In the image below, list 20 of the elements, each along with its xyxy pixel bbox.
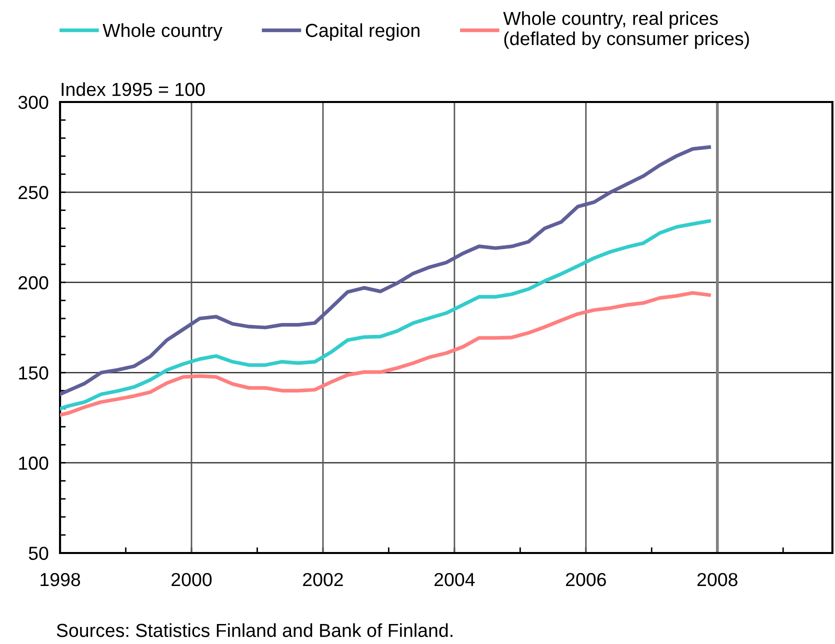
x-tick-label: 2006 (566, 572, 606, 586)
line-series (60, 219, 711, 410)
x-tick-label: 1998 (40, 572, 80, 586)
y-tick-label: 50 (28, 546, 48, 560)
line-series (60, 145, 711, 396)
y-tick-label: 200 (18, 276, 48, 290)
y-tick-label: 250 (18, 186, 48, 200)
legend-label: Whole country (102, 23, 222, 41)
y-axis-title: Index 1995 = 100 (62, 82, 205, 96)
line-series (60, 291, 711, 417)
legend-label: Whole country, real prices (deflated by consumer prices) (503, 11, 749, 49)
x-tick-label: 2004 (434, 572, 475, 586)
x-tick-label: 2008 (697, 572, 738, 586)
y-tick-label: 150 (19, 366, 48, 380)
source-note: Sources: Statistics Finland and Bank of Finland. (56, 623, 452, 638)
x-tick-label: 2002 (303, 572, 343, 586)
y-tick-label: 300 (18, 96, 48, 109)
y-tick-label: 100 (19, 456, 48, 470)
x-tick-label: 2000 (172, 572, 212, 586)
legend-label: Capital region (306, 23, 420, 41)
